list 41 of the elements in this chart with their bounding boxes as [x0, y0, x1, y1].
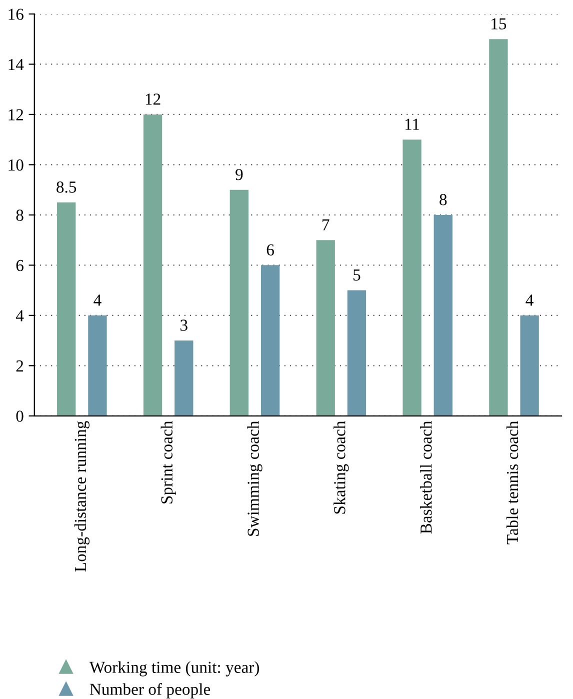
bar — [143, 114, 162, 416]
data-label: 11 — [405, 118, 420, 130]
x-tick-label: Long-distance running — [74, 421, 90, 572]
legend-label: Working time (unit: year) — [89, 661, 260, 676]
data-label: 9 — [236, 168, 243, 180]
x-tick-label: Skating coach — [334, 420, 349, 514]
data-label: 3 — [180, 320, 188, 331]
x-tick-label: Table tennis coach — [506, 420, 518, 544]
bar — [230, 190, 249, 416]
bar — [402, 140, 422, 416]
data-label: 5 — [354, 270, 360, 281]
data-label: 4 — [94, 294, 102, 306]
y-tick-label: 16 — [8, 8, 24, 20]
data-label: 15 — [492, 18, 506, 30]
legend-label: Number of people — [90, 683, 210, 698]
x-tick-label: Sprint coach — [160, 420, 176, 504]
data-label: 6 — [266, 244, 274, 256]
y-tick-label: 14 — [8, 59, 24, 70]
y-tick-label: 8 — [16, 210, 24, 221]
bar — [57, 202, 76, 416]
bar — [174, 340, 194, 416]
data-label: 4 — [526, 294, 534, 306]
bar — [88, 315, 107, 416]
bar — [434, 214, 452, 416]
data-label: 8.5 — [56, 181, 76, 193]
x-tick-label: Basketball coach — [420, 420, 432, 534]
data-label: 12 — [146, 94, 160, 105]
bar — [347, 290, 366, 416]
y-tick-label: 2 — [16, 360, 24, 372]
y-tick-label: 12 — [8, 109, 24, 120]
y-tick-label: 10 — [8, 159, 24, 171]
bar — [489, 39, 508, 416]
data-label: 8 — [440, 194, 447, 206]
y-tick-label: 6 — [16, 260, 24, 272]
data-label: 7 — [322, 219, 330, 230]
y-tick-label: 4 — [16, 310, 24, 322]
bar — [316, 240, 335, 416]
bar — [260, 265, 280, 416]
bar — [520, 315, 539, 416]
y-tick-label: 0 — [16, 410, 24, 422]
x-tick-label: Swimming coach — [247, 420, 262, 536]
